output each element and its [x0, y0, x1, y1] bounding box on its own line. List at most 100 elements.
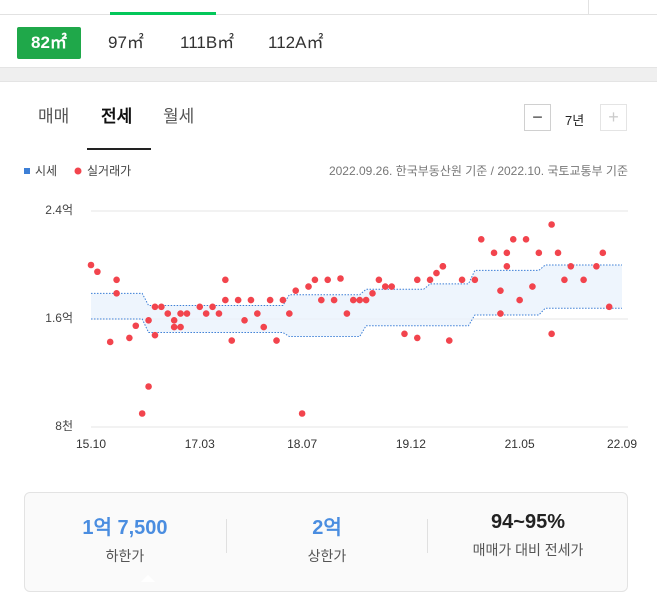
data-point — [535, 249, 543, 257]
data-point — [362, 296, 370, 304]
area-tab[interactable]: 111B㎡ — [180, 33, 235, 52]
data-point — [548, 330, 555, 338]
data-point — [413, 334, 421, 342]
data-point — [522, 236, 530, 243]
data-point — [554, 249, 562, 257]
trade-tab[interactable]: 전세 — [101, 107, 133, 126]
data-point — [106, 338, 114, 346]
legend-label: 시세 — [35, 164, 57, 178]
data-point — [305, 283, 312, 290]
tab-underline — [87, 148, 151, 150]
summary-label: 매매가 대비 전세가 — [472, 542, 584, 558]
x-tick-label: 21.05 — [505, 437, 535, 451]
data-point — [158, 303, 165, 311]
data-point — [401, 330, 408, 338]
data-point — [503, 249, 511, 257]
data-point — [132, 322, 140, 330]
summary-item: 1억 7,500 하한가 — [25, 511, 225, 566]
data-point — [548, 221, 555, 228]
data-point — [298, 410, 306, 417]
summary-value: 1억 7,500 — [82, 517, 168, 539]
data-point — [273, 337, 280, 344]
band-line — [91, 264, 622, 306]
data-point — [279, 296, 287, 304]
data-point — [471, 276, 479, 284]
data-point — [234, 296, 242, 304]
legend-label: 실거래가 — [87, 164, 131, 178]
data-point — [509, 236, 517, 243]
data-point — [170, 323, 178, 331]
data-point — [605, 303, 613, 311]
data-point — [458, 276, 466, 284]
x-tick-label: 22.09 — [607, 437, 637, 451]
data-point — [254, 310, 261, 317]
data-point — [497, 310, 504, 317]
summary-box: 1억 7,500 하한가 2억 상한가 94~95% 매매가 대비 전세가 — [24, 492, 628, 592]
data-point — [567, 263, 575, 270]
summary-item: 2억 상한가 — [227, 511, 427, 566]
data-point — [292, 287, 300, 294]
area-tab[interactable]: 97㎡ — [108, 33, 144, 52]
data-point — [113, 276, 120, 284]
data-point — [324, 276, 332, 284]
data-point — [247, 296, 255, 304]
data-point — [445, 337, 453, 344]
area-tab[interactable]: 82㎡ — [17, 27, 81, 59]
data-point — [222, 296, 229, 304]
active-indicator — [110, 12, 216, 15]
data-point — [126, 334, 133, 342]
data-point — [164, 310, 172, 317]
data-point — [202, 310, 210, 317]
section-divider — [0, 67, 657, 82]
trade-tab[interactable]: 매매 — [38, 107, 70, 126]
summary-item: 94~95% 매매가 대비 전세가 — [428, 511, 628, 560]
data-point — [196, 303, 204, 311]
data-point — [350, 296, 357, 304]
data-point — [151, 331, 159, 339]
data-point — [241, 317, 248, 324]
data-point — [177, 323, 184, 331]
data-point — [433, 269, 440, 277]
data-point — [87, 261, 95, 269]
minus-button[interactable]: − — [524, 104, 551, 131]
divider — [226, 519, 227, 553]
chart-note: 2022.09.26. 한국부동산원 기준 / 2022.10. 국토교통부 기… — [329, 164, 628, 178]
legend-swatch — [74, 167, 82, 175]
data-point — [228, 337, 236, 344]
x-tick-label: 17.03 — [185, 437, 215, 451]
y-tick-label: 8천 — [55, 418, 73, 433]
data-point — [260, 323, 268, 331]
data-point — [145, 383, 152, 390]
plus-button[interactable]: + — [600, 104, 627, 131]
y-tick-label: 1.6억 — [45, 311, 73, 325]
data-point — [151, 303, 159, 311]
data-point — [381, 283, 389, 290]
data-point — [330, 296, 338, 304]
data-point — [286, 310, 293, 317]
top-strip — [0, 0, 657, 15]
data-point — [311, 276, 319, 284]
data-point — [599, 249, 607, 257]
data-point — [516, 296, 523, 304]
divider — [427, 519, 428, 553]
period: 7년 — [565, 113, 585, 128]
data-point — [177, 310, 184, 317]
data-point — [580, 276, 587, 284]
chart: 시세 실거래가 2022.09.26. 한국부동산원 기준 / 2022.10.… — [24, 164, 637, 451]
pointer — [141, 575, 155, 582]
data-point — [356, 296, 363, 304]
data-point — [94, 268, 101, 276]
data-point — [209, 303, 216, 311]
area-tab[interactable]: 112A㎡ — [268, 33, 324, 52]
data-point — [138, 410, 146, 417]
data-point — [145, 317, 152, 324]
data-point — [343, 310, 351, 317]
data-point — [113, 290, 120, 297]
x-tick-label: 18.07 — [287, 437, 317, 451]
trade-tab[interactable]: 월세 — [163, 107, 195, 126]
data-point — [170, 317, 178, 324]
data-point — [369, 290, 376, 297]
data-point — [503, 263, 511, 270]
separator — [588, 0, 589, 14]
